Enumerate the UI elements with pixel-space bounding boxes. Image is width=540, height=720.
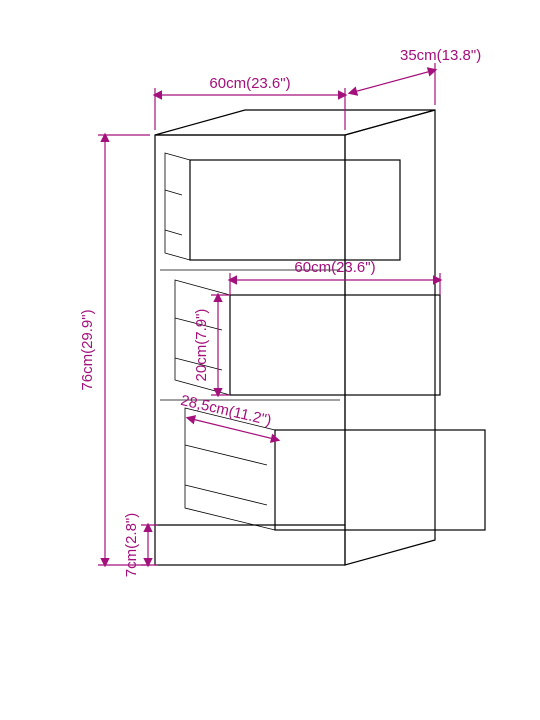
drawer-2: [175, 280, 440, 395]
dim-drawer-depth-label: 28,5cm(11.2"): [179, 392, 273, 429]
dim-drawer-width: 60cm(23.6"): [230, 259, 440, 295]
dim-base-height: 7cm(2.8"): [123, 513, 158, 578]
dim-drawer-depth: 28,5cm(11.2"): [179, 392, 278, 440]
dim-base-height-label: 7cm(2.8"): [123, 513, 140, 578]
drawer-1: [165, 153, 400, 260]
dim-depth-top: 35cm(13.8"): [350, 47, 481, 105]
dim-width-top-label: 60cm(23.6"): [209, 75, 290, 92]
dimension-diagram: 60cm(23.6") 35cm(13.8") 76cm(29.9") 60cm…: [0, 0, 540, 720]
dim-width-top: 60cm(23.6"): [155, 75, 345, 130]
dim-depth-top-label: 35cm(13.8"): [400, 47, 481, 64]
drawer-3: [185, 408, 485, 530]
dim-height-left-label: 76cm(29.9"): [79, 309, 96, 390]
dimension-set: 60cm(23.6") 35cm(13.8") 76cm(29.9") 60cm…: [79, 47, 481, 577]
dim-drawer-width-label: 60cm(23.6"): [294, 259, 375, 276]
dim-height-left: 76cm(29.9"): [79, 135, 150, 565]
dim-drawer-height: 20cm(7.9"): [193, 295, 230, 395]
dim-drawer-height-label: 20cm(7.9"): [193, 309, 210, 382]
